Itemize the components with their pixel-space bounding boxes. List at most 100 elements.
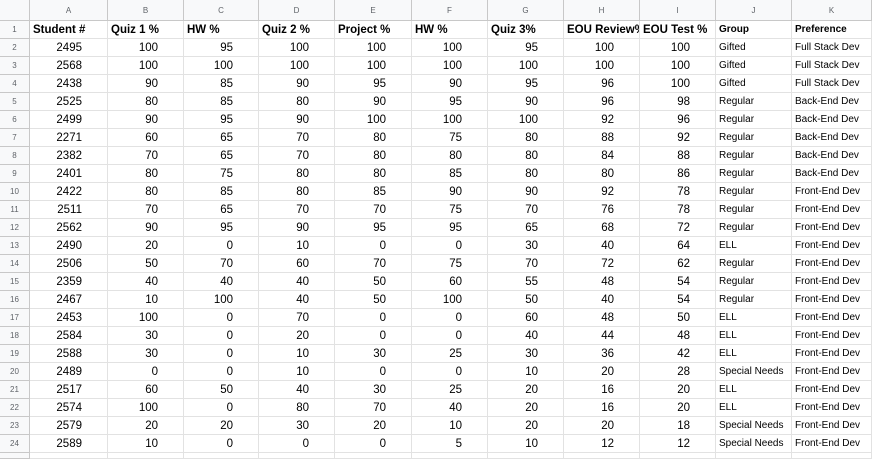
cell-c4[interactable]: 85: [184, 75, 259, 93]
cell-e9[interactable]: 80: [335, 165, 412, 183]
cell-f14[interactable]: 75: [412, 255, 488, 273]
cell-g22[interactable]: 20: [488, 399, 564, 417]
column-header-a[interactable]: A: [30, 0, 108, 21]
cell-h15[interactable]: 48: [564, 273, 640, 291]
cell-b15[interactable]: 40: [108, 273, 184, 291]
empty-cell[interactable]: [108, 453, 184, 459]
cell-h11[interactable]: 76: [564, 201, 640, 219]
cell-d7[interactable]: 70: [259, 129, 335, 147]
cell-k20[interactable]: Front-End Dev: [792, 363, 872, 381]
header-cell-a[interactable]: Student #: [30, 21, 108, 39]
cell-g20[interactable]: 10: [488, 363, 564, 381]
row-header-1[interactable]: 1: [0, 21, 30, 39]
cell-a8[interactable]: 2382: [30, 147, 108, 165]
cell-i10[interactable]: 78: [640, 183, 716, 201]
cell-i18[interactable]: 48: [640, 327, 716, 345]
empty-cell[interactable]: [412, 453, 488, 459]
cell-b14[interactable]: 50: [108, 255, 184, 273]
cell-a10[interactable]: 2422: [30, 183, 108, 201]
cell-a4[interactable]: 2438: [30, 75, 108, 93]
row-header-10[interactable]: 10: [0, 183, 30, 201]
header-cell-b[interactable]: Quiz 1 %: [108, 21, 184, 39]
cell-f22[interactable]: 40: [412, 399, 488, 417]
cell-c15[interactable]: 40: [184, 273, 259, 291]
cell-i3[interactable]: 100: [640, 57, 716, 75]
cell-c23[interactable]: 20: [184, 417, 259, 435]
cell-g15[interactable]: 55: [488, 273, 564, 291]
cell-b2[interactable]: 100: [108, 39, 184, 57]
cell-h21[interactable]: 16: [564, 381, 640, 399]
cell-c14[interactable]: 70: [184, 255, 259, 273]
cell-f18[interactable]: 0: [412, 327, 488, 345]
row-header-5[interactable]: 5: [0, 93, 30, 111]
cell-b13[interactable]: 20: [108, 237, 184, 255]
cell-d14[interactable]: 60: [259, 255, 335, 273]
header-cell-g[interactable]: Quiz 3%: [488, 21, 564, 39]
cell-c24[interactable]: 0: [184, 435, 259, 453]
cell-k22[interactable]: Front-End Dev: [792, 399, 872, 417]
cell-j2[interactable]: Gifted: [716, 39, 792, 57]
row-header-19[interactable]: 19: [0, 345, 30, 363]
cell-g11[interactable]: 70: [488, 201, 564, 219]
cell-d10[interactable]: 80: [259, 183, 335, 201]
cell-g8[interactable]: 80: [488, 147, 564, 165]
cell-k9[interactable]: Back-End Dev: [792, 165, 872, 183]
cell-f3[interactable]: 100: [412, 57, 488, 75]
cell-d4[interactable]: 90: [259, 75, 335, 93]
row-header-4[interactable]: 4: [0, 75, 30, 93]
cell-g12[interactable]: 65: [488, 219, 564, 237]
row-header-9[interactable]: 9: [0, 165, 30, 183]
empty-cell[interactable]: [792, 453, 872, 459]
cell-d22[interactable]: 80: [259, 399, 335, 417]
cell-b16[interactable]: 10: [108, 291, 184, 309]
cell-k16[interactable]: Front-End Dev: [792, 291, 872, 309]
cell-f16[interactable]: 100: [412, 291, 488, 309]
cell-j15[interactable]: Regular: [716, 273, 792, 291]
cell-b7[interactable]: 60: [108, 129, 184, 147]
row-header-21[interactable]: 21: [0, 381, 30, 399]
cell-j6[interactable]: Regular: [716, 111, 792, 129]
cell-a3[interactable]: 2568: [30, 57, 108, 75]
cell-c3[interactable]: 100: [184, 57, 259, 75]
cell-g9[interactable]: 80: [488, 165, 564, 183]
row-header-13[interactable]: 13: [0, 237, 30, 255]
cell-k5[interactable]: Back-End Dev: [792, 93, 872, 111]
cell-h16[interactable]: 40: [564, 291, 640, 309]
cell-h6[interactable]: 92: [564, 111, 640, 129]
empty-cell[interactable]: [30, 453, 108, 459]
cell-j7[interactable]: Regular: [716, 129, 792, 147]
row-header-18[interactable]: 18: [0, 327, 30, 345]
row-header-7[interactable]: 7: [0, 129, 30, 147]
cell-k3[interactable]: Full Stack Dev: [792, 57, 872, 75]
cell-j19[interactable]: ELL: [716, 345, 792, 363]
cell-j13[interactable]: ELL: [716, 237, 792, 255]
column-header-k[interactable]: K: [792, 0, 872, 21]
cell-a11[interactable]: 2511: [30, 201, 108, 219]
cell-a23[interactable]: 2579: [30, 417, 108, 435]
cell-e20[interactable]: 0: [335, 363, 412, 381]
cell-g24[interactable]: 10: [488, 435, 564, 453]
cell-h23[interactable]: 20: [564, 417, 640, 435]
cell-e3[interactable]: 100: [335, 57, 412, 75]
cell-d12[interactable]: 90: [259, 219, 335, 237]
cell-b8[interactable]: 70: [108, 147, 184, 165]
cell-b18[interactable]: 30: [108, 327, 184, 345]
cell-e23[interactable]: 20: [335, 417, 412, 435]
cell-j24[interactable]: Special Needs: [716, 435, 792, 453]
cell-h5[interactable]: 96: [564, 93, 640, 111]
cell-b12[interactable]: 90: [108, 219, 184, 237]
cell-d23[interactable]: 30: [259, 417, 335, 435]
column-header-b[interactable]: B: [108, 0, 184, 21]
cell-f9[interactable]: 85: [412, 165, 488, 183]
cell-i4[interactable]: 100: [640, 75, 716, 93]
cell-e18[interactable]: 0: [335, 327, 412, 345]
cell-c16[interactable]: 100: [184, 291, 259, 309]
row-header-3[interactable]: 3: [0, 57, 30, 75]
cell-h18[interactable]: 44: [564, 327, 640, 345]
cell-k6[interactable]: Back-End Dev: [792, 111, 872, 129]
cell-a2[interactable]: 2495: [30, 39, 108, 57]
cell-d20[interactable]: 10: [259, 363, 335, 381]
empty-cell[interactable]: [564, 453, 640, 459]
cell-a17[interactable]: 2453: [30, 309, 108, 327]
cell-a9[interactable]: 2401: [30, 165, 108, 183]
